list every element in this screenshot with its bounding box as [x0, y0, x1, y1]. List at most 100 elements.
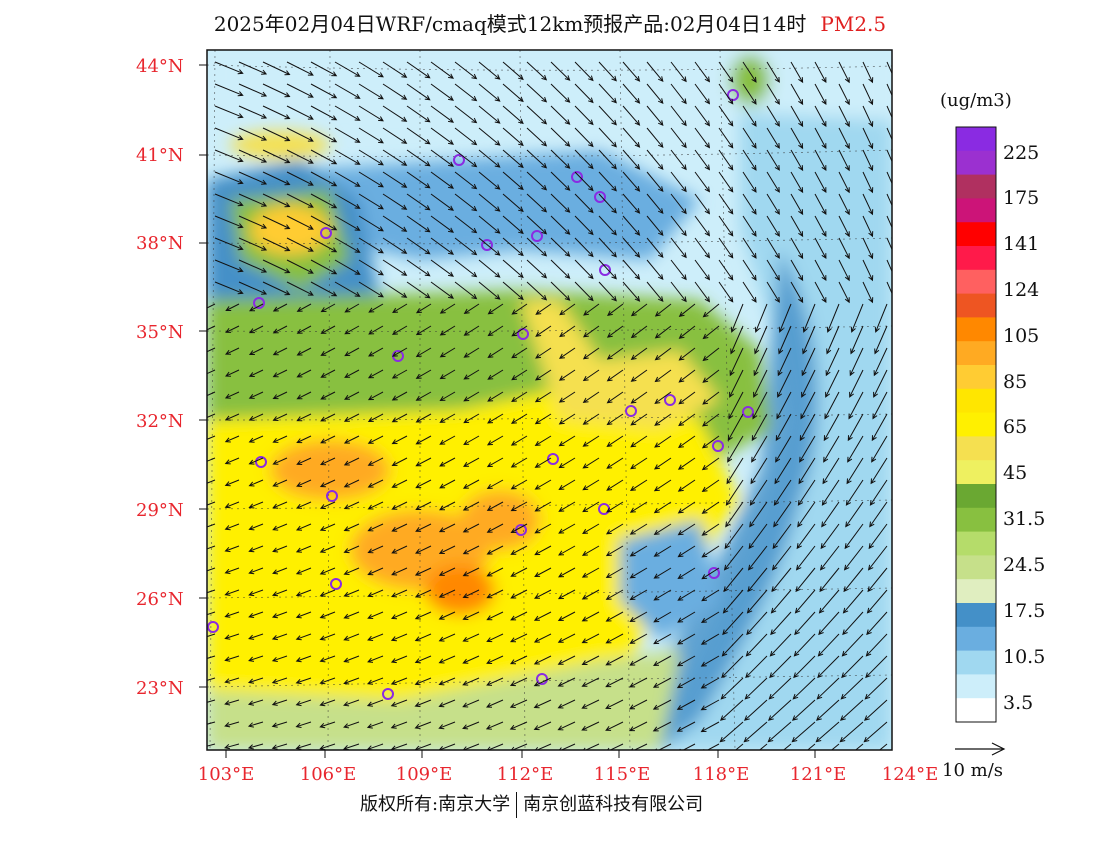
graticule	[207, 50, 892, 750]
wind-arrow	[214, 105, 244, 119]
wind-arrow	[702, 391, 720, 405]
wind-arrow	[535, 303, 552, 315]
wind-arrow	[368, 325, 384, 335]
wind-arrow	[792, 677, 816, 700]
wind-arrow	[334, 83, 361, 99]
wind-arrow	[248, 413, 264, 421]
wind-arrow	[550, 237, 571, 257]
wind-arrow	[869, 479, 888, 506]
wind-arrow	[605, 611, 624, 622]
wind-arrow	[526, 193, 548, 213]
wind-arrow	[550, 281, 571, 301]
wind-arrow	[214, 171, 244, 185]
wind-arrow	[606, 479, 624, 491]
wind-arrow	[438, 677, 456, 686]
wind-arrow	[214, 127, 244, 141]
wind-arrow	[502, 105, 524, 125]
wind-arrow	[478, 237, 501, 256]
wind-arrow	[238, 127, 268, 141]
wind-arrow	[391, 369, 408, 379]
wind-arrow	[367, 589, 384, 598]
wind-arrow	[462, 721, 480, 730]
wind-arrow	[653, 589, 672, 601]
wind-arrow	[486, 523, 504, 533]
wind-arrow	[390, 633, 408, 642]
wind-arrow	[790, 61, 804, 84]
wind-arrow	[310, 171, 338, 187]
wind-arrow	[463, 435, 480, 446]
wind-arrow	[367, 523, 384, 532]
wind-arrow	[790, 105, 804, 128]
wind-arrow	[534, 743, 552, 750]
wind-arrow	[818, 611, 840, 636]
colorbar-label: 65	[1003, 416, 1028, 438]
wind-arrow	[382, 215, 408, 232]
wind-arrow	[463, 303, 480, 315]
wind-arrow	[557, 699, 576, 709]
wind-arrow	[749, 501, 768, 528]
wind-arrow	[670, 105, 687, 127]
lat-label-29: 29°N	[136, 500, 184, 521]
city-marker	[742, 406, 754, 418]
wind-arrow	[606, 413, 624, 426]
wind-arrow	[728, 391, 744, 420]
lat-label-44: 44°N	[136, 56, 184, 77]
wind-arrow	[730, 303, 744, 333]
wind-arrow	[320, 457, 336, 466]
wind-arrow	[677, 611, 696, 623]
wind-arrow	[775, 413, 792, 442]
wind-arrow	[766, 127, 780, 149]
wind-arrow	[766, 215, 780, 237]
wind-arrow	[271, 743, 288, 750]
wind-arrow	[358, 127, 384, 144]
wind-arrow	[582, 369, 600, 382]
wind-arrow	[319, 611, 336, 619]
wind-arrow	[630, 413, 648, 426]
map-frame	[206, 49, 893, 751]
wind-arrow	[367, 633, 384, 641]
wind-arrow	[478, 127, 501, 146]
wind-arrow	[742, 215, 757, 237]
wind-arrow	[701, 589, 720, 602]
wind-arrow	[286, 149, 314, 164]
wind-arrow	[654, 413, 672, 426]
wind-arrow	[462, 567, 480, 577]
copyright-footer: 版权所有:南京大学 南京创蓝科技有限公司	[360, 790, 703, 818]
wind-arrow	[262, 237, 291, 252]
wind-arrow	[838, 171, 850, 194]
wind-arrow	[598, 215, 617, 236]
city-marker	[664, 394, 676, 406]
wind-arrow	[817, 633, 840, 657]
wind-arrow	[629, 589, 648, 601]
wind-arrow	[510, 501, 528, 512]
wind-arrow	[343, 457, 360, 466]
wind-arrow	[502, 193, 524, 213]
colorbar-swatch	[956, 269, 996, 295]
wind-arrow	[207, 743, 216, 747]
wind-arrow	[511, 303, 528, 315]
wind-arrow	[605, 633, 624, 644]
wind-arrow	[818, 589, 840, 614]
wind-arrow	[534, 391, 552, 403]
wind-arrow	[319, 655, 336, 663]
wind-arrow	[463, 347, 480, 358]
wind-arrow	[862, 61, 874, 84]
wind-arrow	[286, 83, 314, 98]
wind-arrow	[814, 215, 827, 238]
wind-arrow	[320, 347, 336, 356]
wind-arrow	[248, 435, 264, 443]
wind-arrow	[487, 369, 504, 380]
wind-arrow	[415, 479, 432, 489]
wind-arrow	[622, 105, 641, 126]
wind-arrow	[406, 237, 431, 255]
wind-arrow	[670, 215, 687, 237]
wind-arrow	[694, 281, 711, 303]
colorbar-label: 10.5	[1003, 646, 1046, 668]
wind-arrow	[629, 501, 648, 513]
wind-arrow	[850, 303, 864, 333]
wind-arrow	[766, 105, 780, 127]
wind-arrow	[874, 303, 888, 333]
wind-arrow	[343, 413, 360, 422]
city-marker	[382, 688, 394, 700]
colorbar-swatch	[956, 412, 996, 437]
